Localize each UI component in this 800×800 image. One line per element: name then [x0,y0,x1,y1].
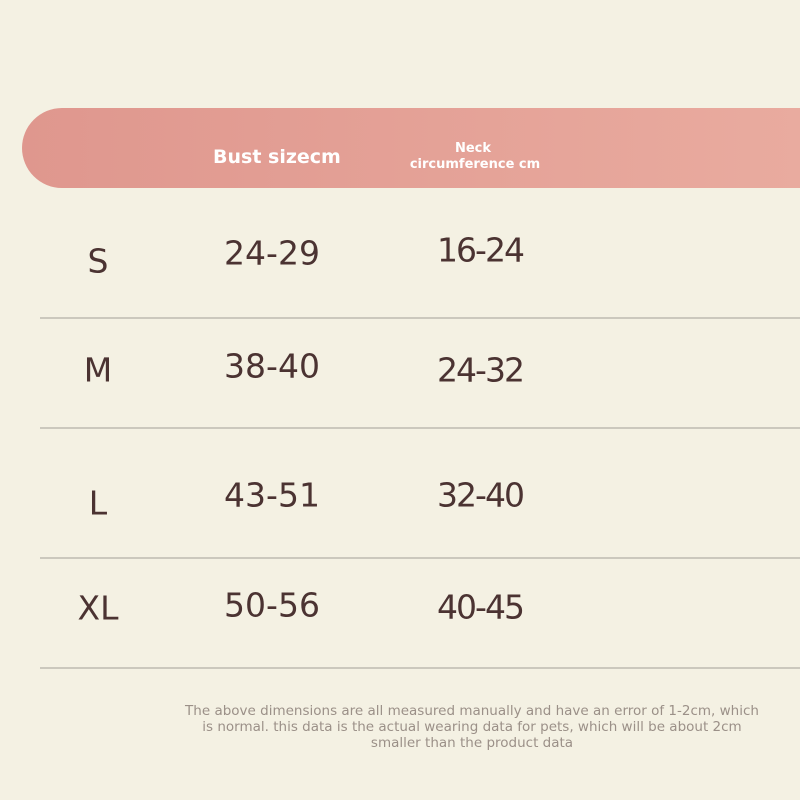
table-body: S 24-29 16-24 M 38-40 24-32 L 43-51 32-40 XL 50-56… [40,231,800,669]
neck-value: 16-24 [437,231,524,270]
footnote-line: is normal. this data is the actual weari… [202,719,741,735]
size-label: L [89,484,108,523]
size-label: XL [78,589,120,628]
header-neck: circumference cm [410,157,540,172]
neck-value: 24-32 [437,351,523,390]
bust-value: 24-29 [224,234,320,273]
footnote-line: smaller than the product data [371,735,573,751]
neck-value: 40-45 [437,588,523,627]
header-bust: Bust sizecm [213,146,341,168]
header-bar [22,108,800,188]
size-label: S [88,242,109,281]
footnote-line: The above dimensions are all measured ma… [184,703,759,719]
bust-value: 38-40 [224,347,320,386]
bust-value: 43-51 [224,476,320,515]
footnote: The above dimensions are all measured ma… [184,703,759,751]
neck-value: 32-40 [437,476,523,515]
size-label: M [84,351,112,390]
header-neck: Neck [455,141,491,156]
bust-value: 50-56 [224,586,320,625]
